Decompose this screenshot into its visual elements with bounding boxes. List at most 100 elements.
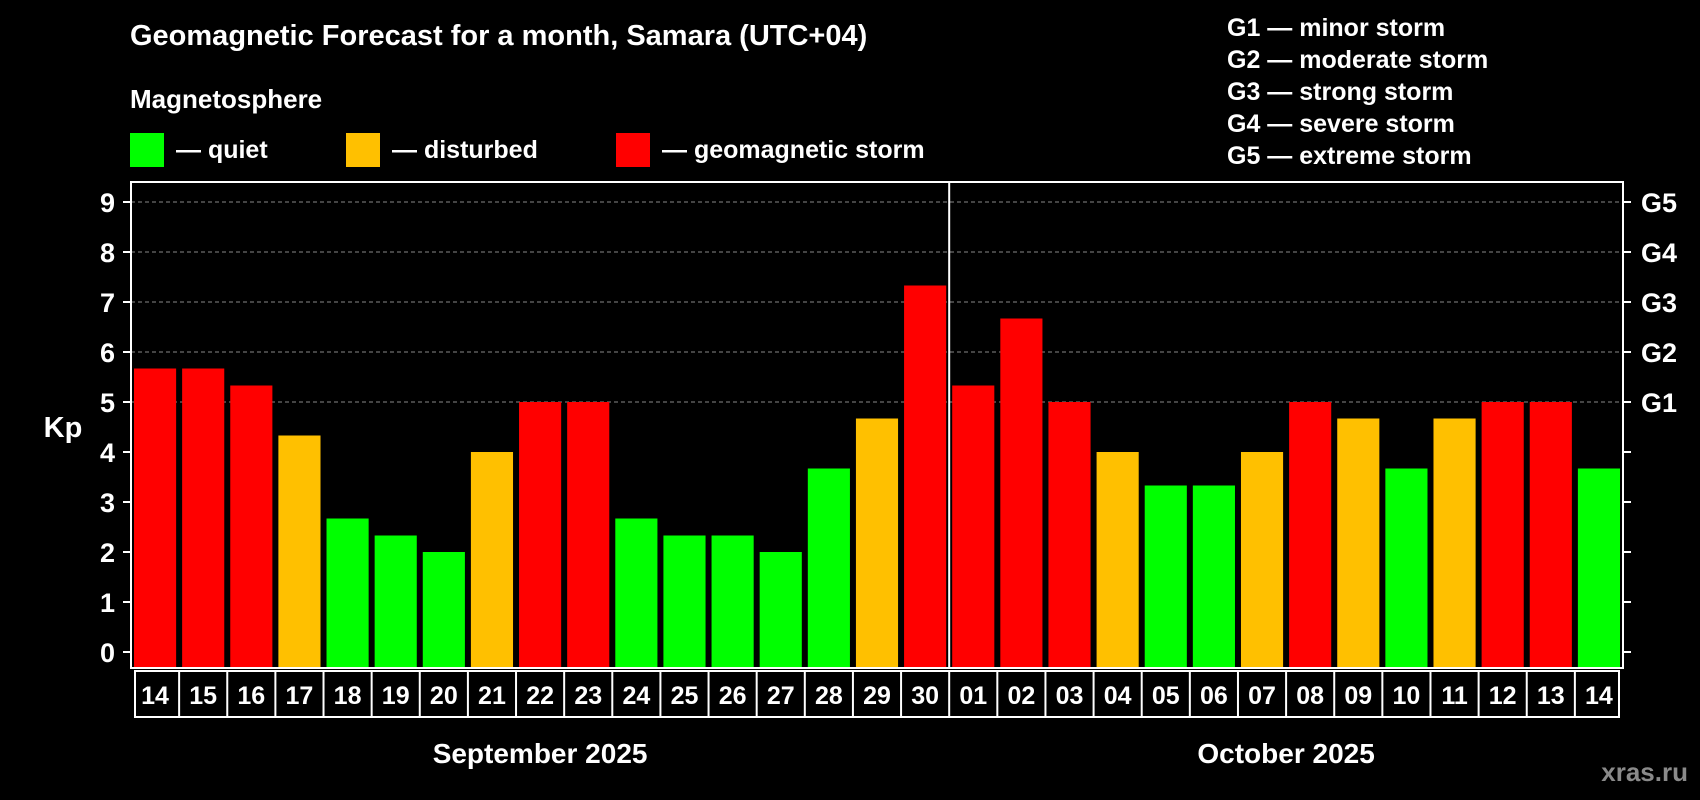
day-label-30: 13	[1537, 682, 1565, 710]
day-label-7: 20	[430, 682, 458, 710]
ytick-label-7: 7	[100, 288, 115, 318]
bar-29	[1481, 402, 1524, 668]
watermark: xras.ru	[1601, 757, 1688, 787]
ytick-label-0: 0	[100, 638, 115, 668]
chart-title: Geomagnetic Forecast for a month, Samara…	[130, 20, 868, 52]
day-label-18: 01	[959, 682, 987, 710]
day-label-11: 24	[622, 682, 650, 710]
bar-28	[1433, 418, 1476, 668]
bar-3	[230, 385, 273, 668]
legend-label-disturbed: — disturbed	[392, 135, 538, 164]
storm-level-label-g5: G5	[1641, 188, 1677, 218]
legend-swatch-storm	[616, 133, 650, 167]
storm-scale-g3: G3 — strong storm	[1227, 78, 1454, 106]
bar-30	[1529, 402, 1572, 668]
bar-2	[182, 368, 225, 668]
bar-10	[567, 402, 610, 668]
legend-label-quiet: — quiet	[176, 135, 268, 164]
day-label-4: 17	[286, 682, 314, 710]
ytick-label-2: 2	[100, 538, 115, 568]
bar-16	[855, 418, 899, 668]
bar-1	[134, 368, 177, 668]
day-label-row	[134, 670, 1620, 718]
bar-8	[470, 452, 514, 668]
day-label-2: 15	[189, 682, 217, 710]
day-label-28: 11	[1441, 682, 1468, 710]
bar-9	[519, 402, 562, 668]
bar-27	[1385, 468, 1428, 668]
bar-15	[807, 468, 850, 668]
day-label-15: 28	[815, 682, 843, 710]
legend-heading: Magnetosphere	[130, 84, 323, 114]
storm-scale-g1: G1 — minor storm	[1227, 14, 1446, 42]
legend-item-disturbed: — disturbed	[346, 133, 538, 167]
storm-scale-g2: G2 — moderate storm	[1227, 46, 1489, 74]
day-label-17: 30	[911, 682, 939, 710]
day-label-3: 16	[237, 682, 265, 710]
legend-swatch-quiet	[130, 133, 164, 167]
day-label-20: 03	[1056, 682, 1084, 710]
bar-17	[904, 285, 947, 668]
ytick-label-9: 9	[100, 188, 115, 218]
legend-swatch-disturbed	[346, 133, 380, 167]
day-label-12: 25	[671, 682, 699, 710]
bar-18	[952, 385, 995, 668]
bar-12	[663, 535, 706, 668]
day-label-16: 29	[863, 682, 891, 710]
bar-11	[615, 518, 658, 668]
bar-21	[1096, 452, 1139, 668]
bar-14	[759, 552, 802, 668]
legend-item-quiet: — quiet	[130, 133, 268, 167]
day-label-26: 09	[1344, 682, 1372, 710]
ytick-label-3: 3	[100, 488, 115, 518]
bar-24	[1240, 452, 1284, 668]
storm-scale-list: G1 — minor storm G2 — moderate storm G3 …	[1227, 12, 1488, 172]
day-label-9: 22	[526, 682, 554, 710]
bar-23	[1192, 485, 1235, 668]
bar-19	[1000, 318, 1043, 668]
bar-22	[1144, 485, 1187, 668]
storm-level-label-g1: G1	[1641, 388, 1677, 418]
day-label-5: 18	[334, 682, 362, 710]
legend-item-storm: — geomagnetic storm	[616, 133, 925, 167]
bar-13	[711, 535, 754, 668]
day-label-19: 02	[1007, 682, 1035, 710]
day-label-22: 05	[1152, 682, 1180, 710]
bar-6	[374, 535, 417, 668]
day-label-10: 23	[574, 682, 602, 710]
day-label-8: 21	[478, 682, 506, 710]
month-label-2: October 2025	[1197, 738, 1374, 769]
bar-4	[278, 435, 321, 668]
bar-5	[326, 518, 369, 668]
day-label-27: 10	[1393, 682, 1421, 710]
day-label-29: 12	[1489, 682, 1517, 710]
day-label-25: 08	[1296, 682, 1324, 710]
day-label-14: 27	[767, 682, 795, 710]
bar-26	[1337, 418, 1380, 668]
day-label-6: 19	[382, 682, 410, 710]
ytick-label-6: 6	[100, 338, 115, 368]
storm-scale-g4: G4 — severe storm	[1227, 110, 1455, 138]
storm-scale-g5: G5 — extreme storm	[1227, 142, 1472, 170]
day-label-13: 26	[719, 682, 747, 710]
ytick-label-1: 1	[100, 588, 115, 618]
storm-level-label-g2: G2	[1641, 338, 1677, 368]
storm-level-label-g3: G3	[1641, 288, 1677, 318]
bar-20	[1048, 402, 1091, 668]
y-axis-label: Kp	[44, 412, 83, 444]
month-label-1: September 2025	[433, 738, 648, 769]
bar-25	[1289, 402, 1332, 668]
plot-frame	[130, 181, 1624, 669]
storm-level-label-g4: G4	[1641, 238, 1677, 268]
ytick-label-4: 4	[100, 438, 115, 468]
bar-31	[1577, 468, 1620, 668]
bar-7	[422, 552, 465, 668]
day-label-24: 07	[1248, 682, 1276, 710]
day-label-23: 06	[1200, 682, 1228, 710]
day-label-31: 14	[1585, 682, 1613, 710]
ytick-label-8: 8	[100, 238, 115, 268]
day-label-1: 14	[141, 682, 169, 710]
day-label-21: 04	[1104, 682, 1132, 710]
ytick-label-5: 5	[100, 388, 115, 418]
